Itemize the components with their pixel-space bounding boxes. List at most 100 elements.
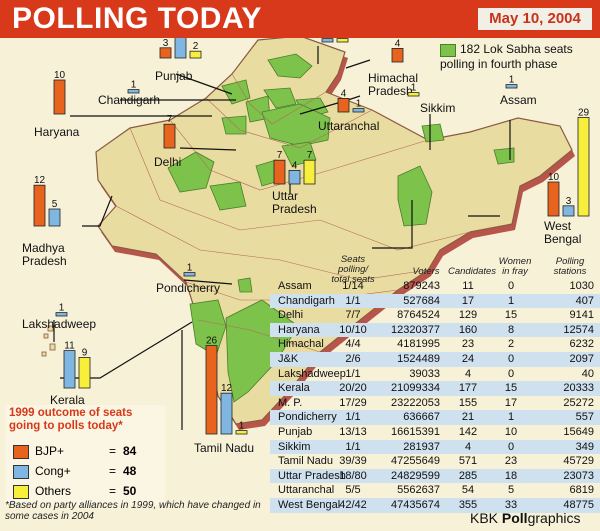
- page-title: POLLING TODAY: [12, 2, 262, 35]
- credit-bold: Poll: [501, 510, 528, 526]
- cell-voters: 47255649: [391, 455, 440, 468]
- bar-tamil-nadu-bjp: [205, 345, 218, 435]
- bar-delhi-bjp: [163, 123, 176, 149]
- table-row: Lakshadweep 1/1 39033 4 0 40: [270, 367, 600, 382]
- cell-women: 10: [504, 426, 518, 438]
- bar-value-label: 3: [163, 38, 169, 49]
- cell-women: 0: [507, 367, 515, 380]
- bjp-swatch: [13, 445, 29, 459]
- cell-state: Himachal: [278, 338, 324, 351]
- bar-value-label: 10: [54, 70, 66, 81]
- bar-tamil-nadu-cong: [220, 392, 233, 435]
- col-header-women: Women in fray: [498, 256, 532, 277]
- date-badge: May 10, 2004: [478, 8, 592, 30]
- bar-west-bengal-cong: [562, 205, 575, 217]
- cell-voters: 879243: [403, 280, 440, 292]
- cell-seats: 7/7: [345, 309, 361, 322]
- credit-suffix: graphics: [527, 510, 581, 526]
- others-swatch: [13, 485, 29, 499]
- cell-women: 33: [504, 499, 518, 511]
- cell-seats: 13/13: [339, 426, 367, 438]
- bar-sikkim-others: [407, 92, 420, 97]
- cell-stations: 349: [575, 440, 594, 453]
- cong-value: 48: [123, 464, 137, 478]
- state-label: Uttaranchal: [318, 119, 379, 133]
- cell-women: 0: [507, 353, 515, 365]
- cell-candidates: 355: [458, 499, 478, 511]
- cell-voters: 21099334: [391, 382, 440, 395]
- bjp-label: BJP+: [35, 444, 65, 458]
- map-legend: 182 Lok Sabha seats polling in fourth ph…: [440, 42, 598, 72]
- cell-state: Lakshadweep: [278, 367, 346, 380]
- bar-value-label: 7: [277, 150, 283, 161]
- cell-state: J&K: [278, 353, 299, 365]
- cell-state: Chandigarh: [278, 294, 335, 307]
- credit-prefix: KBK: [470, 510, 502, 526]
- cell-state: Haryana: [278, 323, 320, 336]
- table-row: Haryana 10/10 12320377 160 8 12574: [270, 322, 600, 338]
- cell-state: Pondicherry: [278, 411, 337, 424]
- leader-lines: [53, 46, 511, 430]
- cell-candidates: 129: [458, 309, 478, 322]
- cell-seats: 5/5: [345, 484, 361, 497]
- cell-voters: 23222053: [391, 396, 440, 409]
- cell-state: Kerala: [278, 382, 310, 395]
- bar-j-k-others: [336, 38, 349, 43]
- cell-stations: 23073: [563, 469, 594, 482]
- table-row: Kerala 20/20 21099334 177 15 20333: [270, 381, 600, 396]
- state-label: Uttar Pradesh: [272, 189, 317, 216]
- bar-madhya-pradesh-cong: [48, 208, 61, 227]
- bjp-equals: =: [109, 444, 117, 458]
- bar-lakshadweep-cong: [55, 312, 68, 317]
- cell-state: M. P.: [278, 396, 303, 409]
- bar-value-label: 1: [59, 303, 65, 314]
- col-header-stations: Polling stations: [553, 256, 587, 277]
- cell-seats: 17/29: [339, 396, 367, 409]
- cell-voters: 281937: [403, 440, 440, 453]
- bar-value-label: 1: [239, 421, 245, 432]
- cell-stations: 1030: [569, 280, 594, 292]
- cell-women: 1: [507, 411, 515, 424]
- cell-seats: 1/1: [345, 440, 361, 453]
- bar-value-label: 2: [193, 41, 199, 52]
- cell-candidates: 571: [458, 455, 478, 468]
- state-label: Kerala: [50, 393, 85, 407]
- cell-seats: 1/1: [345, 411, 361, 424]
- bar-value-label: 4: [292, 160, 298, 171]
- table-row: Himachal 4/4 4181995 23 2 6232: [270, 337, 600, 352]
- bar-himachal-pradesh-bjp: [391, 48, 404, 63]
- cell-candidates: 54: [461, 484, 475, 497]
- cell-candidates: 155: [458, 396, 478, 409]
- bar-uttaranchal-cong: [352, 108, 365, 113]
- table-row: M. P. 17/29 23222053 155 17 25272: [270, 396, 600, 411]
- state-label: Delhi: [154, 155, 181, 169]
- cell-state: Uttar Pradesh: [278, 469, 346, 482]
- cell-candidates: 142: [458, 426, 478, 438]
- cell-voters: 636667: [403, 411, 440, 424]
- others-equals: =: [109, 484, 117, 498]
- map-legend-swatch: [440, 44, 456, 57]
- cell-candidates: 160: [458, 323, 478, 336]
- bar-value-label: 1: [187, 263, 193, 274]
- bar-value-label: 7: [307, 150, 313, 161]
- bar-west-bengal-bjp: [547, 181, 560, 217]
- bar-value-label: 9: [82, 347, 88, 358]
- bar-value-label: 1: [356, 99, 362, 110]
- bar-value-label: 10: [548, 172, 560, 183]
- cell-voters: 47435674: [391, 499, 440, 511]
- cell-women: 18: [504, 469, 518, 482]
- table-row: Punjab 13/13 16615391 142 10 15649: [270, 425, 600, 440]
- table-row: Assam 1/14 879243 11 0 1030: [270, 279, 600, 294]
- cell-state: Delhi: [278, 309, 304, 322]
- cell-women: 0: [507, 280, 515, 292]
- cell-stations: 20333: [563, 382, 594, 395]
- bar-uttar-pradesh-others: [303, 159, 316, 185]
- others-value: 50: [123, 484, 137, 498]
- bar-j-k-cong: [321, 38, 334, 43]
- bar-kerala-cong: [63, 350, 76, 389]
- cell-women: 8: [507, 323, 515, 336]
- col-header-candidates: Candidates: [448, 266, 497, 277]
- cell-stations: 557: [575, 411, 594, 424]
- cell-stations: 6819: [569, 484, 594, 497]
